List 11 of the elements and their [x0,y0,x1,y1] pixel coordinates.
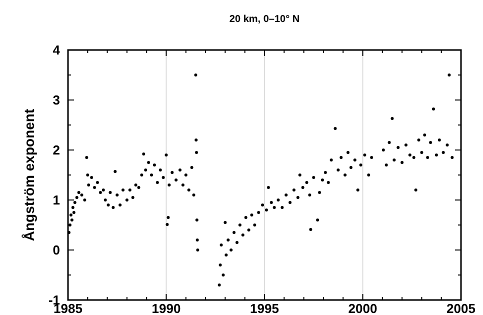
y-tick-label: 2 [52,142,60,158]
y-tick-label: 4 [52,42,61,58]
x-tick-label: 1995 [250,301,279,315]
y-tick-label: 0 [52,242,60,258]
x-tick-label: 2005 [446,301,476,315]
x-tick-label: 1990 [152,301,181,315]
y-tick-label: 3 [52,92,60,108]
chart-title: 20 km, 0–10° N [229,14,300,25]
y-axis-title: Ångström exponent [21,108,37,242]
y-tick-label: 1 [52,192,60,208]
x-tick-label: 2000 [348,301,378,315]
